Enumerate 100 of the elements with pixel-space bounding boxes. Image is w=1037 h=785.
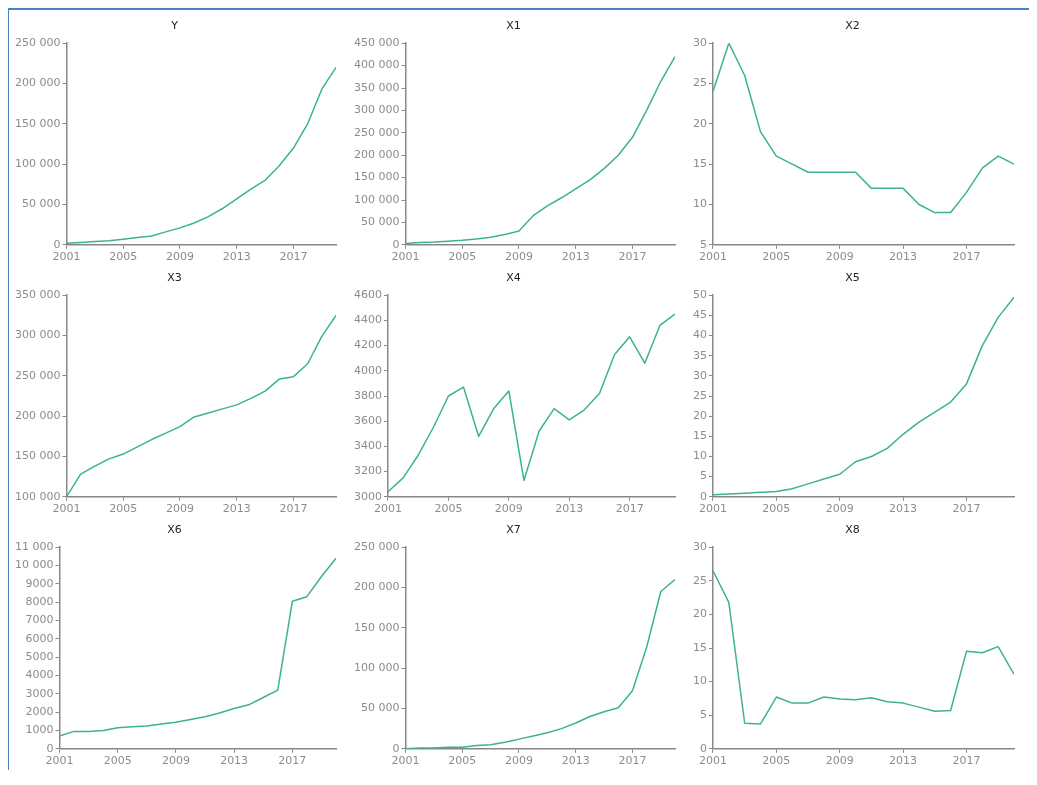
x-tick-label: 2009 xyxy=(825,250,854,264)
x-tick-label: 2017 xyxy=(952,250,981,264)
x-tick-label: 2005 xyxy=(109,250,138,264)
x-tick-label: 2005 xyxy=(762,754,791,768)
y-tick-label: 250 000 xyxy=(353,540,400,554)
y-tick-label: 5 xyxy=(700,708,707,722)
y-tick-label: 4000 xyxy=(25,668,54,682)
y-tick-label: 8000 xyxy=(25,595,54,609)
x-tick-label: 2009 xyxy=(825,502,854,516)
x-tick-label: 2009 xyxy=(825,754,854,768)
y-tick-label: 30 xyxy=(693,540,707,554)
x-tick-label: 2009 xyxy=(165,250,194,264)
y-tick-label: 150 000 xyxy=(14,116,61,130)
y-tick-label: 0 xyxy=(46,741,54,755)
x-tick-label: 2005 xyxy=(448,754,477,768)
y-tick-label: 15 xyxy=(693,640,707,654)
y-tick-label: 300 000 xyxy=(14,328,61,342)
y-tick-label: 20 xyxy=(693,607,707,621)
y-tick-label: 25 xyxy=(693,573,707,587)
y-tick-label: 2000 xyxy=(25,705,54,718)
y-tick-label: 10 xyxy=(693,197,707,211)
y-tick-label: 15 xyxy=(693,429,707,443)
y-tick-label: 200 000 xyxy=(353,148,400,162)
x-tick-label: 2017 xyxy=(278,754,307,768)
y-tick-label: 5 xyxy=(700,469,707,483)
y-tick-label: 25 xyxy=(693,388,707,402)
y-tick-label: 200 000 xyxy=(14,76,61,90)
x-tick-label: 2001 xyxy=(52,502,81,516)
y-tick-label: 15 xyxy=(693,157,707,171)
x-tick-label: 2017 xyxy=(952,502,981,516)
y-tick-label: 35 xyxy=(693,348,707,362)
y-tick-label: 11 000 xyxy=(14,540,54,554)
x-tick-label: 2017 xyxy=(618,250,647,264)
chart-title: Y xyxy=(170,19,179,33)
y-tick-label: 300 000 xyxy=(353,103,400,117)
y-tick-label: 4000 xyxy=(353,363,382,377)
x-tick-label: 2005 xyxy=(762,502,791,516)
x-tick-label: 2017 xyxy=(952,754,981,768)
y-tick-label: 25 xyxy=(693,76,707,90)
y-tick-label: 350 000 xyxy=(353,80,400,94)
y-tick-label: 200 000 xyxy=(14,409,61,423)
y-tick-label: 100 000 xyxy=(353,192,400,206)
x-tick-label: 2013 xyxy=(555,502,584,516)
x-tick-label: 2005 xyxy=(103,754,132,768)
x-tick-label: 2005 xyxy=(434,502,463,516)
y-tick-label: 200 000 xyxy=(353,580,400,594)
y-tick-label: 5 xyxy=(700,237,707,251)
chart-title: X7 xyxy=(506,523,521,537)
y-tick-label: 30 xyxy=(693,368,707,382)
y-tick-label: 50 000 xyxy=(360,701,400,715)
y-tick-label: 250 000 xyxy=(14,368,61,382)
y-tick-label: 450 000 xyxy=(353,36,400,50)
y-tick-label: 10 xyxy=(693,449,707,463)
y-tick-label: 50 xyxy=(693,288,707,302)
y-tick-label: 100 000 xyxy=(14,157,61,171)
x-tick-label: 2013 xyxy=(561,250,590,264)
x-tick-label: 2013 xyxy=(889,754,918,768)
y-tick-label: 150 000 xyxy=(353,170,400,184)
y-tick-label: 350 000 xyxy=(14,288,61,302)
y-tick-label: 20 xyxy=(693,409,707,423)
y-tick-label: 5000 xyxy=(25,650,54,664)
x-tick-label: 2013 xyxy=(889,502,918,516)
x-tick-label: 2017 xyxy=(615,502,644,516)
chart-title: X8 xyxy=(845,523,860,537)
x-tick-label: 2005 xyxy=(448,250,477,264)
y-tick-label: 0 xyxy=(700,489,707,503)
x-tick-label: 2005 xyxy=(109,502,138,516)
x-tick-label: 2001 xyxy=(52,250,81,264)
y-tick-label: 250 000 xyxy=(353,125,400,139)
x-tick-label: 2001 xyxy=(45,754,74,768)
x-tick-label: 2005 xyxy=(762,250,791,264)
x-tick-label: 2013 xyxy=(889,250,918,264)
y-tick-label: 3000 xyxy=(353,489,382,503)
y-tick-label: 40 xyxy=(693,328,707,342)
x-tick-label: 2013 xyxy=(220,754,249,768)
x-tick-label: 2017 xyxy=(279,250,308,264)
y-tick-label: 100 000 xyxy=(353,661,400,675)
y-tick-label: 150 000 xyxy=(14,449,61,463)
chart-title: X1 xyxy=(506,19,521,33)
y-tick-label: 0 xyxy=(392,741,400,755)
chart-title: X6 xyxy=(167,523,182,537)
y-tick-label: 100 000 xyxy=(14,489,61,503)
chart-title: X2 xyxy=(845,19,860,33)
x-tick-label: 2017 xyxy=(618,754,647,768)
y-tick-label: 4400 xyxy=(353,313,382,327)
y-tick-label: 4600 xyxy=(353,288,382,302)
x-tick-label: 2009 xyxy=(161,754,190,768)
y-tick-label: 250 000 xyxy=(14,36,61,50)
x-tick-label: 2001 xyxy=(699,250,727,264)
chart-title: X3 xyxy=(167,271,182,285)
y-tick-label: 1000 xyxy=(25,723,54,737)
y-tick-label: 0 xyxy=(53,237,61,251)
x-tick-label: 2009 xyxy=(504,250,533,264)
y-tick-label: 4200 xyxy=(353,338,382,352)
y-tick-label: 6000 xyxy=(25,631,54,645)
y-tick-label: 50 000 xyxy=(360,215,400,229)
y-tick-label: 0 xyxy=(392,237,400,251)
x-tick-label: 2013 xyxy=(222,250,251,264)
y-tick-label: 0 xyxy=(700,741,707,755)
y-tick-label: 9000 xyxy=(25,576,54,590)
